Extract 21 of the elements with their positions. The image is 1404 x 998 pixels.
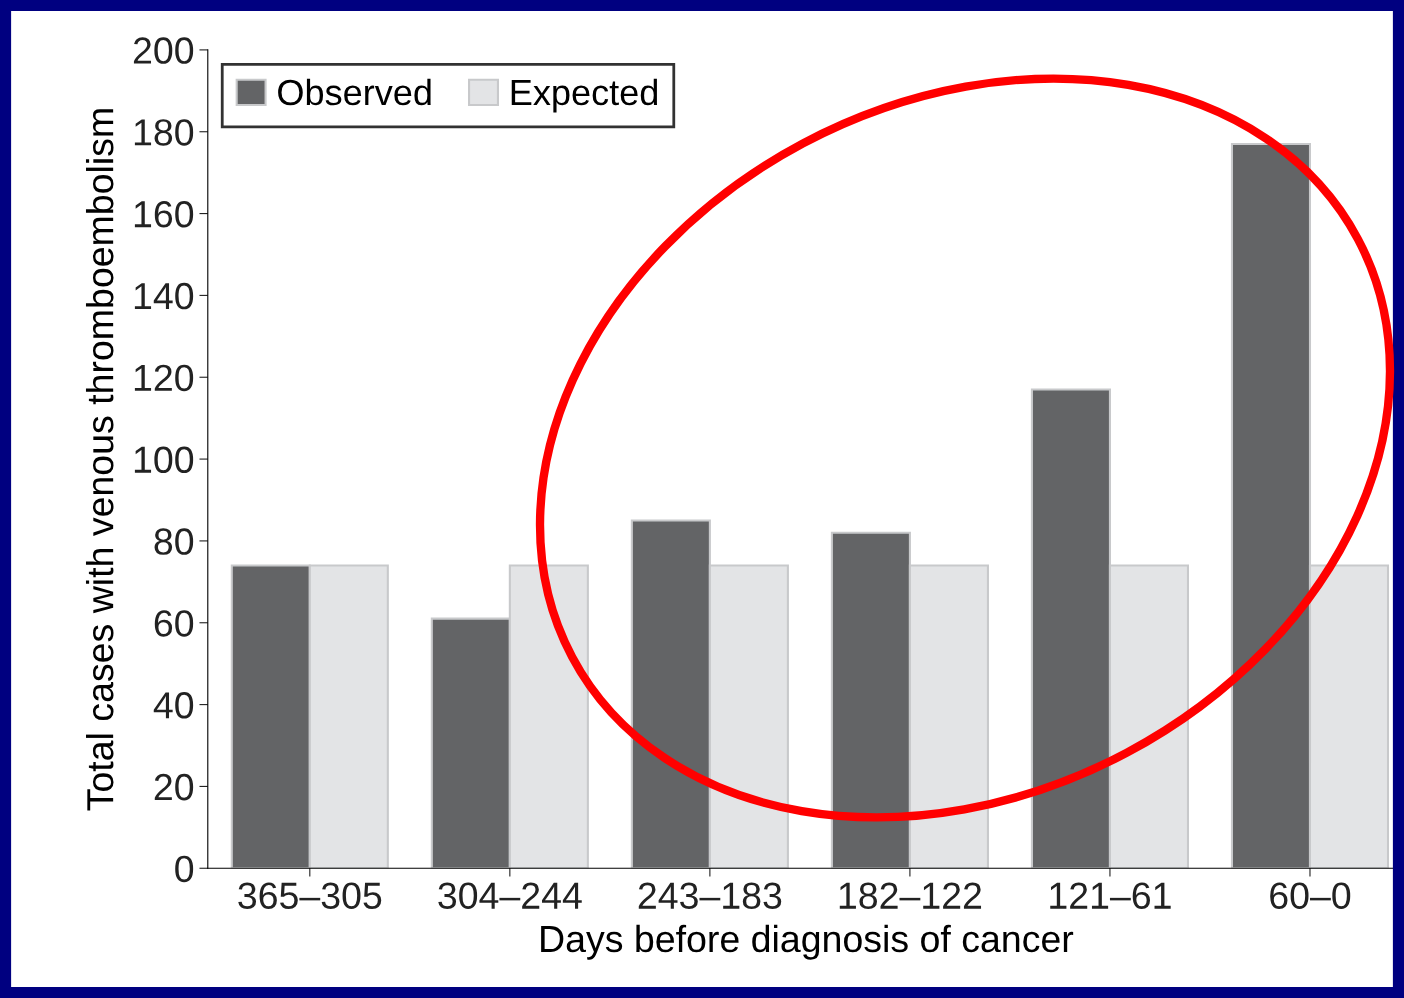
x-tick-label: 60–0 bbox=[1270, 882, 1351, 909]
y-tick-label: 20 bbox=[154, 773, 194, 801]
x-axis-title: Days before diagnosis of cancer bbox=[541, 924, 1074, 960]
y-tick-label: 200 bbox=[133, 37, 194, 64]
legend-label: Observed bbox=[278, 78, 431, 106]
x-tick-label: 121–61 bbox=[1050, 882, 1171, 909]
y-tick-label: 160 bbox=[134, 200, 194, 228]
y-tick-label: 100 bbox=[134, 446, 194, 474]
y-tick-label: 60 bbox=[154, 610, 194, 637]
x-tick-label: 365–305 bbox=[238, 882, 382, 909]
y-tick-label: 0 bbox=[175, 855, 194, 883]
y-axis-title: Total cases with venous thromboembolism bbox=[85, 109, 114, 811]
y-tick-label: 120 bbox=[134, 364, 194, 392]
y-tick-label: 140 bbox=[134, 282, 194, 310]
legend-label: Expected bbox=[511, 78, 658, 113]
x-tick-label: 182–122 bbox=[839, 882, 982, 909]
x-tick-label: 243–183 bbox=[638, 882, 782, 909]
y-tick-label: 180 bbox=[134, 119, 194, 146]
x-tick-label: 304–244 bbox=[438, 882, 582, 909]
y-tick-label: 40 bbox=[153, 691, 194, 719]
y-tick-label: 80 bbox=[154, 528, 194, 555]
